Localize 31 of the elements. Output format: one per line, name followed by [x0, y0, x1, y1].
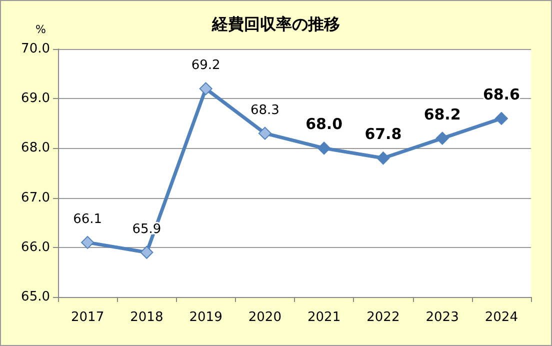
- point: [318, 142, 331, 155]
- y-tick-label: 68.0: [21, 140, 50, 156]
- y-tick-label: 69.0: [21, 91, 50, 106]
- point: [494, 112, 508, 125]
- point: [436, 132, 449, 145]
- x-tick-label: 2021: [308, 310, 341, 325]
- text: 66.1: [73, 212, 102, 227]
- x-tick-label: 2018: [130, 310, 164, 325]
- x-tick-label: 2024: [484, 310, 518, 325]
- point: [258, 126, 272, 140]
- y-tick-label: 67.0: [21, 190, 50, 206]
- text: 67.8: [364, 125, 402, 144]
- text: 69.2: [191, 58, 220, 74]
- text: 68.6: [482, 85, 520, 104]
- point: [199, 82, 212, 96]
- text: 68.3: [250, 102, 280, 118]
- point: [140, 246, 154, 259]
- y-tick-label: 65.0: [21, 290, 50, 304]
- point: [376, 152, 390, 165]
- x-tick-label: 2023: [426, 310, 459, 325]
- text: 68.0: [306, 115, 343, 134]
- x-tick-label: 2020: [248, 310, 282, 325]
- y-axis-title: %: [36, 23, 46, 36]
- x-tick-label: 2017: [71, 310, 104, 325]
- x-tick-label: 2019: [189, 310, 222, 325]
- y-tick-label: 66.0: [21, 240, 50, 255]
- point: [81, 236, 94, 249]
- y-tick-label: 70.0: [21, 42, 50, 56]
- x-tick-label: 2022: [366, 310, 400, 325]
- chart-title: 経費回収率の推移: [211, 14, 340, 34]
- text: 68.2: [424, 105, 461, 124]
